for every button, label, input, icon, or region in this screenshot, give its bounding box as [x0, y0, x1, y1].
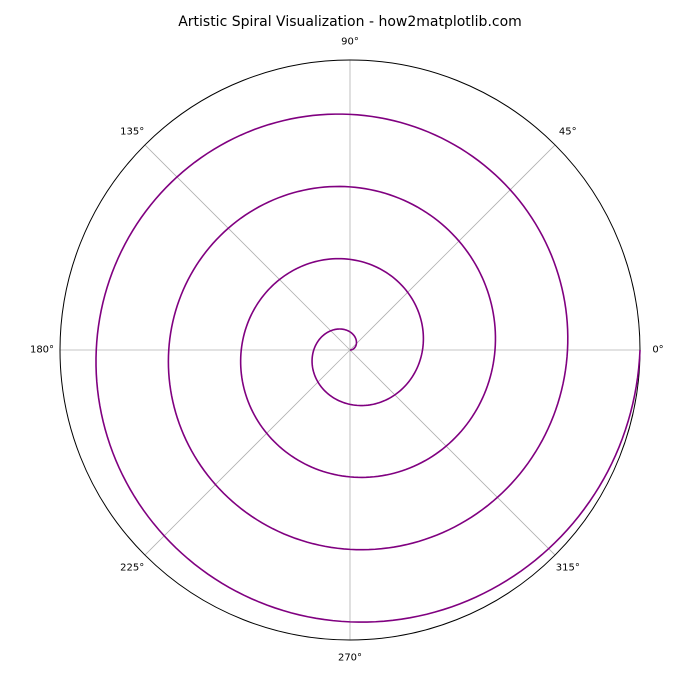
figure: Artistic Spiral Visualization - how2matp… — [0, 0, 700, 700]
grid-spoke — [350, 350, 555, 555]
angular-tick-label: 0° — [652, 345, 663, 356]
angular-tick-label: 180° — [30, 345, 54, 356]
angular-tick-label: 315° — [556, 562, 580, 573]
angular-tick-label: 225° — [120, 562, 144, 573]
chart-title: Artistic Spiral Visualization - how2matp… — [0, 14, 700, 30]
grid-spoke — [350, 145, 555, 350]
grid-spoke — [145, 350, 350, 555]
grid-spoke — [145, 145, 350, 350]
polar-axes: 0°45°90°135°180°225°270°315° — [50, 50, 650, 650]
angular-tick-label: 270° — [338, 653, 362, 664]
angular-tick-label: 90° — [341, 37, 359, 48]
polar-svg — [50, 50, 650, 650]
angular-tick-label: 135° — [120, 127, 144, 138]
angular-tick-label: 45° — [559, 127, 577, 138]
